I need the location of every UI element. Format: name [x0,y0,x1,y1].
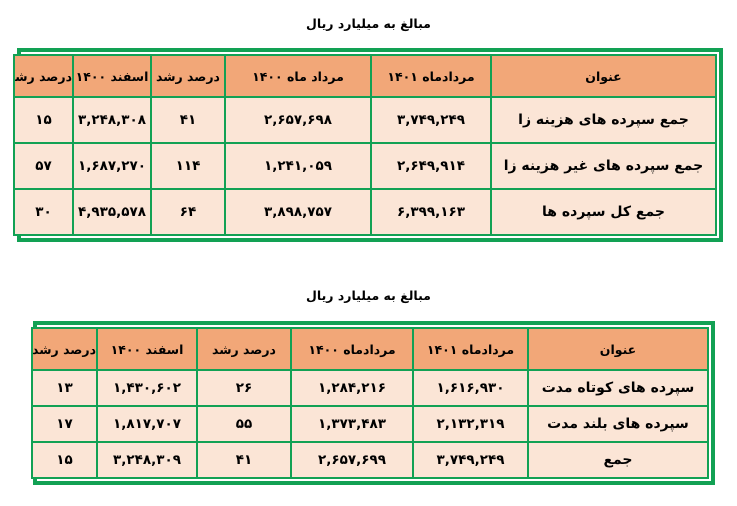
value-cell: ۲,۱۳۲,۳۱۹ [412,405,529,443]
table1-header-esfand-1400: اسفند ۱۴۰۰ [72,54,152,98]
value-cell: ۲,۶۴۹,۹۱۴ [370,142,492,190]
row-label-cell: سپرده های بلند مدت [527,405,709,443]
table2-header-mordad-1401: مردادماه ۱۴۰۱ [412,327,529,371]
value-cell: ۱,۳۷۳,۴۸۳ [290,405,414,443]
table2-header-esfand-1400: اسفند ۱۴۰۰ [96,327,198,371]
table1-header-row: عنوان مردادماه ۱۴۰۱ مرداد ماه ۱۴۰۰ درصد … [13,54,717,98]
table1-header-title: عنوان [490,54,717,98]
value-cell: ۱۳ [31,369,98,407]
table2-unit-caption: مبالغ به میلیارد ریال [306,288,431,303]
table-row: جمع سپرده های هزینه زا ۳,۷۴۹,۲۴۹ ۲,۶۵۷,۶… [13,96,717,144]
table2-header-growth-percent-2: درصد رشد [31,327,98,371]
row-label-cell: سپرده های کوتاه مدت [527,369,709,407]
table-row: سپرده های بلند مدت ۲,۱۳۲,۳۱۹ ۱,۳۷۳,۴۸۳ ۵… [31,405,709,443]
value-cell: ۳,۸۹۸,۷۵۷ [224,188,372,236]
value-cell: ۱۱۴ [150,142,226,190]
value-cell: ۱,۸۱۷,۷۰۷ [96,405,198,443]
value-cell: ۳۰ [13,188,74,236]
value-cell: ۳,۷۴۹,۲۴۹ [370,96,492,144]
value-cell: ۳,۲۴۸,۳۰۸ [72,96,152,144]
value-cell: ۱۵ [13,96,74,144]
table-row: سپرده های کوتاه مدت ۱,۶۱۶,۹۳۰ ۱,۲۸۴,۲۱۶ … [31,369,709,407]
deposits-by-term-table: عنوان مردادماه ۱۴۰۱ مردادماه ۱۴۰۰ درصد ر… [31,327,709,479]
value-cell: ۱,۲۸۴,۲۱۶ [290,369,414,407]
value-cell: ۱,۶۸۷,۲۷۰ [72,142,152,190]
value-cell: ۶,۳۹۹,۱۶۳ [370,188,492,236]
value-cell: ۱,۲۴۱,۰۵۹ [224,142,372,190]
value-cell: ۱,۶۱۶,۹۳۰ [412,369,529,407]
row-label-cell: جمع سپرده های غیر هزینه زا [490,142,717,190]
table2-header-growth-percent-1: درصد رشد [196,327,292,371]
value-cell: ۶۴ [150,188,226,236]
value-cell: ۱,۴۳۰,۶۰۲ [96,369,198,407]
table1-header-growth-percent-2: درصد رشد [13,54,74,98]
table1-header-mordad-1401: مردادماه ۱۴۰۱ [370,54,492,98]
table2-header-mordad-1400: مردادماه ۱۴۰۰ [290,327,414,371]
row-label-cell: جمع سپرده های هزینه زا [490,96,717,144]
value-cell: ۵۵ [196,405,292,443]
value-cell: ۱۵ [31,441,98,479]
row-label-cell: جمع [527,441,709,479]
table1-header-growth-percent-1: درصد رشد [150,54,226,98]
value-cell: ۵۷ [13,142,74,190]
deposits-by-cost-table: عنوان مردادماه ۱۴۰۱ مرداد ماه ۱۴۰۰ درصد … [13,54,717,236]
table1-header-mordad-1400: مرداد ماه ۱۴۰۰ [224,54,372,98]
table2-header-title: عنوان [527,327,709,371]
value-cell: ۲,۶۵۷,۶۹۹ [290,441,414,479]
table1-unit-caption: مبالغ به میلیارد ریال [306,16,431,31]
table2-header-row: عنوان مردادماه ۱۴۰۱ مردادماه ۱۴۰۰ درصد ر… [31,327,709,371]
value-cell: ۲۶ [196,369,292,407]
table2-frame: عنوان مردادماه ۱۴۰۱ مردادماه ۱۴۰۰ درصد ر… [31,321,715,485]
row-label-cell: جمع کل سپرده ها [490,188,717,236]
table-row: جمع سپرده های غیر هزینه زا ۲,۶۴۹,۹۱۴ ۱,۲… [13,142,717,190]
value-cell: ۳,۷۴۹,۲۴۹ [412,441,529,479]
value-cell: ۴,۹۳۵,۵۷۸ [72,188,152,236]
value-cell: ۳,۲۴۸,۳۰۹ [96,441,198,479]
value-cell: ۴۱ [196,441,292,479]
table1-frame: عنوان مردادماه ۱۴۰۱ مرداد ماه ۱۴۰۰ درصد … [13,48,723,242]
value-cell: ۱۷ [31,405,98,443]
value-cell: ۴۱ [150,96,226,144]
table-row: جمع ۳,۷۴۹,۲۴۹ ۲,۶۵۷,۶۹۹ ۴۱ ۳,۲۴۸,۳۰۹ ۱۵ [31,441,709,479]
value-cell: ۲,۶۵۷,۶۹۸ [224,96,372,144]
table-row: جمع کل سپرده ها ۶,۳۹۹,۱۶۳ ۳,۸۹۸,۷۵۷ ۶۴ ۴… [13,188,717,236]
